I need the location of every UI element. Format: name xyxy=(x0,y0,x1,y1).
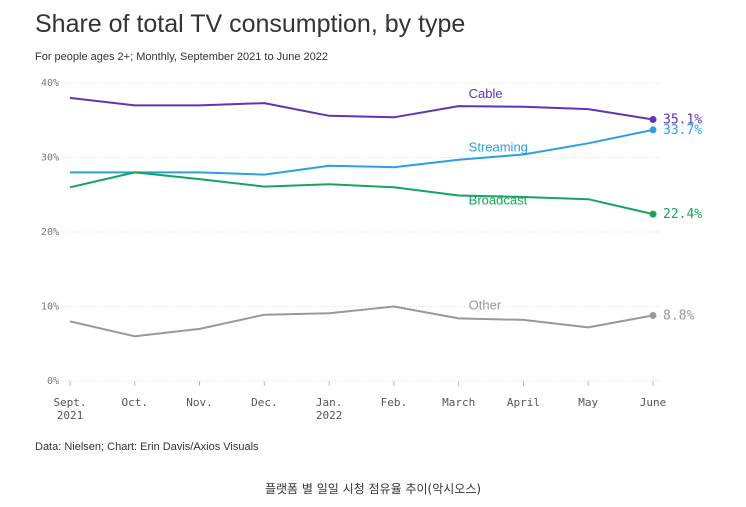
x-tick-label: Dec. xyxy=(251,396,278,409)
chart-title: Share of total TV consumption, by type xyxy=(35,10,466,38)
cable-line xyxy=(69,96,654,121)
image-caption: 플랫폼 별 일일 시청 점유율 추이(악시오스) xyxy=(264,482,482,496)
x-tick-label: Oct. xyxy=(122,396,149,409)
gridlines xyxy=(62,82,662,382)
x-tick-label: March xyxy=(442,396,475,409)
chart-subtitle: For people ages 2+; Monthly, September 2… xyxy=(35,51,329,63)
x-tick-label: Nov. xyxy=(186,396,213,409)
cable-series-label: Cable xyxy=(469,86,503,101)
other-series-label: Other xyxy=(469,297,502,312)
streaming-series-label: Streaming xyxy=(469,140,528,155)
y-tick-label: 30% xyxy=(41,153,59,164)
x-tick-label: 2022 xyxy=(316,409,343,422)
streaming-end-point xyxy=(649,126,657,134)
streaming-line xyxy=(70,128,654,176)
broadcast-value-label: 22.4% xyxy=(663,207,702,222)
y-tick-label: 0% xyxy=(47,376,59,387)
series-labels: 35.1% Cable 33.7% Streaming 22.4% Broadcast 8.… xyxy=(469,86,703,323)
cable-end-point xyxy=(649,116,657,124)
broadcast-end-point xyxy=(649,210,657,218)
y-tick-label: 20% xyxy=(41,227,59,238)
x-tick-label: June xyxy=(640,396,667,409)
x-tick-label: 2021 xyxy=(57,409,84,422)
x-tick-label: Sept. xyxy=(53,396,86,409)
y-tick-label: 40% xyxy=(41,78,59,89)
x-tick-label: April xyxy=(507,396,540,409)
x-tick-label: Jan. xyxy=(316,396,343,409)
y-axis: 0% 10% 20% 30% 40% xyxy=(41,78,59,387)
x-tick-label: May xyxy=(578,396,598,409)
broadcast-series-label: Broadcast xyxy=(469,192,528,207)
streaming-value-label: 33.7% xyxy=(663,123,702,138)
source-note: Data: Nielsen; Chart: Erin Davis/Axios V… xyxy=(35,441,259,453)
y-tick-label: 10% xyxy=(41,302,59,313)
x-tick-label: Feb. xyxy=(381,396,408,409)
cable-value-label: 35.1% xyxy=(663,113,702,128)
other-end-point xyxy=(649,311,657,319)
x-axis: Sept.2021 Oct. Nov. Dec. Jan.2022 Feb. March Ap… xyxy=(53,381,666,422)
series-lines xyxy=(69,96,657,338)
other-line xyxy=(69,305,654,338)
broadcast-line xyxy=(69,171,654,216)
other-value-label: 8.8% xyxy=(663,308,694,323)
